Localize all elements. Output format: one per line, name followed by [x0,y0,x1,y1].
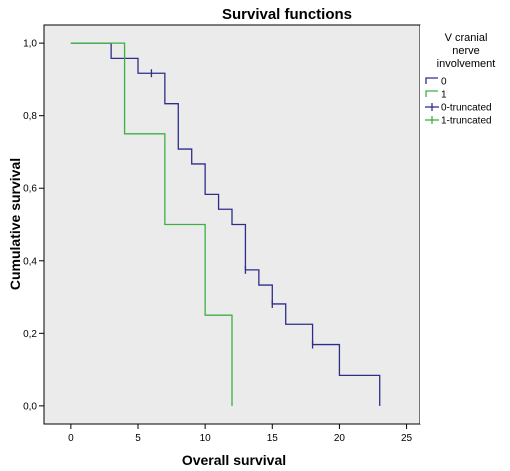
legend-box [420,25,510,424]
legend-title-line: V cranial [445,32,488,44]
x-axis-label: Overall survival [182,452,286,468]
y-axis-label: Cumulative survival [7,158,23,290]
legend-entry-label: 1 [441,90,447,101]
y-tick-label: 0,6 [23,184,37,195]
y-tick-label: 0,0 [23,401,37,412]
legend-title-line: involvement [437,58,496,70]
legend-swatch-line [425,77,438,84]
x-axis: 0 5 10 15 20 25 [68,424,413,444]
legend-swatch-line [425,90,438,97]
y-tick-label: 0,4 [23,256,37,267]
y-tick-label: 0,2 [23,329,37,340]
x-tick-label: 0 [68,433,74,444]
y-tick-label: 1,0 [23,39,37,50]
x-tick-label: 5 [135,433,141,444]
x-tick-label: 25 [401,433,413,444]
chart-title: Survival functions [222,6,352,23]
y-tick-label: 0,8 [23,111,37,122]
series-1-line [70,42,233,406]
x-tick-label: 10 [200,433,212,444]
series-layer [70,42,381,406]
legend-entry-label: 0 [441,77,447,88]
y-axis: 0,0 0,2 0,4 0,6 0,8 1,0 [23,39,44,412]
legend-entry-label: 1-truncated [441,116,492,127]
legend-title-line: nerve [452,45,480,57]
x-tick-label: 20 [334,433,346,444]
legend-entry-label: 0-truncated [441,103,492,114]
x-tick-label: 15 [267,433,279,444]
series-0-line [70,42,381,406]
